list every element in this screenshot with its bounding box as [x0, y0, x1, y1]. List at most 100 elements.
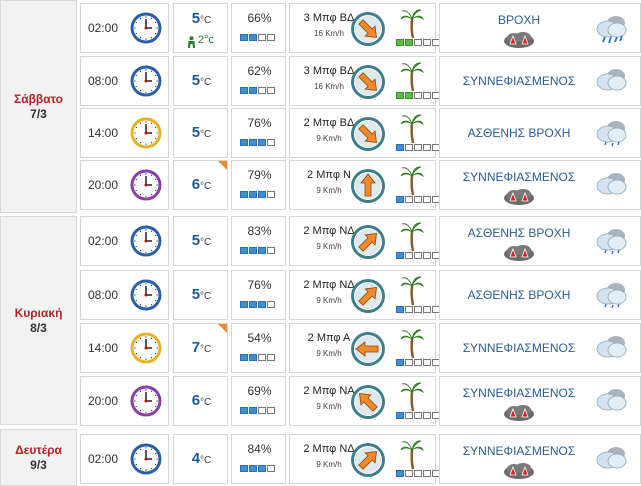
humidity-bars: [240, 407, 275, 414]
weather-description: ΑΣΘΕΝΗΣ ΒΡΟΧΗ: [467, 126, 571, 140]
temperature: 5°C: [191, 72, 212, 89]
humidity-cell: 84%: [231, 434, 286, 484]
weather-warning-icon[interactable]: [502, 188, 536, 211]
humidity-cell: 66%: [231, 3, 286, 53]
weather-description-cell: ΑΣΘΕΝΗΣ ΒΡΟΧΗ: [439, 108, 641, 158]
wind-beaufort: 2 Μπφ Ν: [307, 169, 351, 181]
wind-bar-segment: [423, 39, 431, 46]
wind-bar-segment: [414, 92, 422, 99]
wind-strength-bars: [396, 359, 440, 366]
humidity-bar-segment: [258, 301, 266, 308]
wind-bar-segment: [405, 470, 413, 477]
wind-bar-segment: [396, 92, 404, 99]
weather-description: ΒΡΟΧΗ: [497, 13, 540, 27]
humidity-bar-segment: [249, 407, 257, 414]
light-rain-cloud-icon: [595, 278, 629, 317]
wind-bar-segment: [423, 196, 431, 203]
wind-cell: 2 Μπφ Α 9 Km/h: [289, 323, 440, 373]
day-label-2: Δευτέρα 9/3: [0, 429, 77, 486]
wind-cell: 2 Μπφ Ν 9 Km/h: [289, 160, 440, 210]
day-label-1: Κυριακή 8/3: [0, 216, 77, 425]
palm-tree-icon: [400, 112, 425, 149]
wind-strength-bars: [396, 92, 440, 99]
humidity-bars: [240, 34, 275, 41]
day-date: 7/3: [30, 106, 47, 121]
wind-bar-segment: [414, 196, 422, 203]
time-cell: 20:00: [80, 376, 169, 426]
forecast-time: 20:00: [88, 394, 119, 408]
humidity-bar-segment: [249, 301, 257, 308]
forecast-row: 20:00 6°C 69% 2 Μπφ ΝΑ 9 Km/h ΣΥΝΝΕΦΙΑΣΜΕΝΟΣ: [80, 376, 641, 426]
humidity-value: 83%: [247, 224, 272, 238]
humidity-bar-segment: [240, 247, 248, 254]
weather-warning-icon[interactable]: [502, 404, 536, 427]
wind-direction-compass-icon: [350, 224, 386, 265]
humidity-bars: [240, 87, 275, 94]
weather-description-cell: ΣΥΝΝΕΦΙΑΣΜΕΝΟΣ: [439, 434, 641, 484]
wind-direction-compass-icon: [350, 442, 386, 483]
wind-cell: 2 Μπφ ΝΔ 9 Km/h: [289, 216, 440, 266]
humidity-value: 66%: [247, 11, 272, 25]
humidity-bar-segment: [267, 407, 275, 414]
forecast-row: 02:00 5°C 83% 2 Μπφ ΝΔ 9 Km/h ΑΣΘΕΝΗΣ ΒΡΟΧΗ: [80, 216, 641, 266]
wind-bar-segment: [396, 359, 404, 366]
palm-tree-icon: [400, 438, 425, 475]
cloud-icon: [595, 64, 629, 103]
wind-bar-segment: [396, 144, 404, 151]
palm-tree-icon: [400, 220, 425, 257]
humidity-bar-segment: [258, 354, 266, 361]
wind-beaufort: 2 Μπφ ΝΑ: [303, 385, 355, 397]
wind-cell: 3 Μπφ ΒΔ 16 Km/h: [289, 3, 440, 53]
weather-warning-icon[interactable]: [502, 462, 536, 485]
humidity-bar-segment: [249, 465, 257, 472]
time-cell: 02:00: [80, 216, 169, 266]
humidity-bar-segment: [267, 301, 275, 308]
forecast-time: 02:00: [88, 234, 119, 248]
wind-speed-kmh: 9 Km/h: [316, 186, 342, 195]
wind-bar-segment: [405, 412, 413, 419]
humidity-bar-segment: [240, 87, 248, 94]
humidity-bar-segment: [249, 139, 257, 146]
humidity-cell: 54%: [231, 323, 286, 373]
weather-warning-icon[interactable]: [502, 244, 536, 267]
wind-bar-segment: [405, 306, 413, 313]
day-date: 9/3: [30, 457, 47, 472]
humidity-bar-segment: [249, 191, 257, 198]
time-cell: 08:00: [80, 56, 169, 106]
clock-icon: [129, 331, 163, 370]
wind-beaufort: 2 Μπφ ΝΔ: [303, 225, 355, 237]
wind-bar-segment: [423, 144, 431, 151]
wind-bar-segment: [423, 470, 431, 477]
humidity-bar-segment: [267, 139, 275, 146]
wind-direction-compass-icon: [350, 384, 386, 425]
wind-bar-segment: [414, 252, 422, 259]
time-cell: 02:00: [80, 3, 169, 53]
forecast-time: 02:00: [88, 452, 119, 466]
wind-bar-segment: [405, 359, 413, 366]
wind-direction-compass-icon: [350, 11, 386, 52]
temperature-cell: 5°C: [173, 56, 228, 106]
humidity-bar-segment: [267, 34, 275, 41]
weather-description-cell: ΣΥΝΝΕΦΙΑΣΜΕΝΟΣ: [439, 323, 641, 373]
wind-bar-segment: [396, 470, 404, 477]
wind-bar-segment: [414, 470, 422, 477]
humidity-bar-segment: [258, 191, 266, 198]
wind-direction-compass-icon: [350, 116, 386, 157]
humidity-bar-segment: [258, 87, 266, 94]
weather-description: ΣΥΝΝΕΦΙΑΣΜΕΝΟΣ: [462, 74, 576, 88]
wind-bar-segment: [423, 412, 431, 419]
forecast-row: 02:00 4°C 84% 2 Μπφ ΝΔ 9 Km/h ΣΥΝΝΕΦΙΑΣΜΕΝΟΣ: [80, 434, 641, 484]
humidity-bar-segment: [240, 191, 248, 198]
day-name: Δευτέρα: [15, 442, 62, 457]
wind-speed-kmh: 9 Km/h: [316, 134, 342, 143]
weather-description-cell: ΑΣΘΕΝΗΣ ΒΡΟΧΗ: [439, 270, 641, 320]
corner-flag-icon: [218, 324, 227, 333]
temperature: 5°C: [191, 232, 212, 249]
weather-warning-icon[interactable]: [502, 31, 536, 54]
humidity-bar-segment: [240, 407, 248, 414]
temperature-cell: 5°C 2°c: [173, 3, 228, 53]
humidity-value: 79%: [247, 168, 272, 182]
temperature-cell: 5°C: [173, 270, 228, 320]
humidity-bars: [240, 465, 275, 472]
wind-bar-segment: [423, 252, 431, 259]
